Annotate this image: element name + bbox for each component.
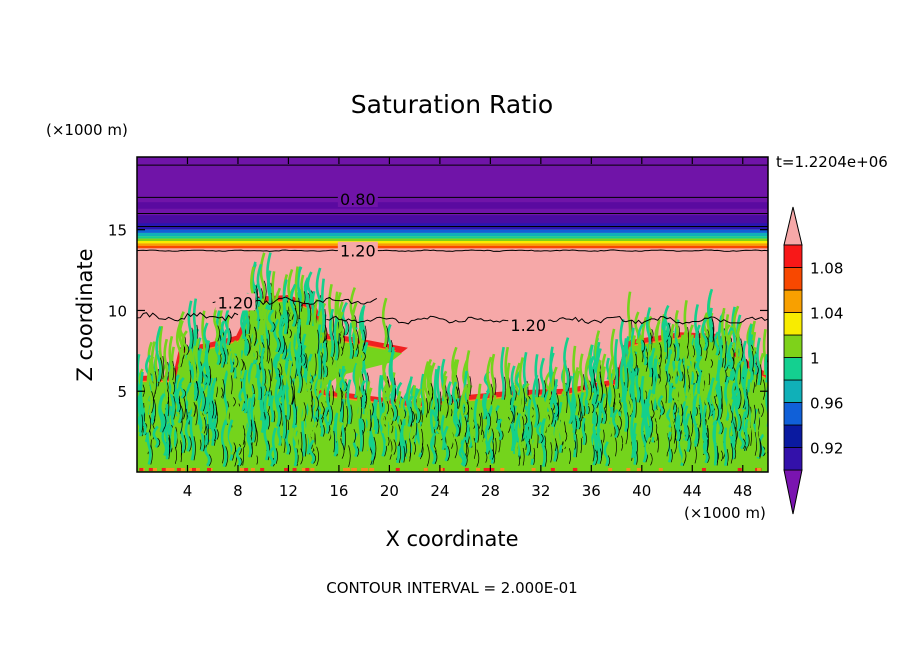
contour-label: 1.20 — [510, 316, 546, 335]
x-tick-label: 48 — [733, 482, 752, 500]
chart-title: Saturation Ratio — [351, 90, 553, 119]
contour-interval-note: CONTOUR INTERVAL = 2.000E-01 — [326, 579, 577, 597]
x-tick-label: 8 — [233, 482, 243, 500]
colorbar-under-arrow — [783, 469, 803, 515]
contour-label-bg — [337, 190, 378, 207]
colorbar-over-arrow — [783, 206, 803, 246]
x-tick-label: 28 — [481, 482, 500, 500]
y-axis-ticks: 5 10 15 — [108, 222, 768, 401]
colorbar-segment — [783, 244, 803, 268]
colorbar-segment — [783, 379, 803, 403]
colorbar-segment — [783, 357, 803, 381]
dry-layer-band — [137, 245, 768, 249]
plot-area — [137, 157, 768, 472]
contour-label: 1.20 — [218, 293, 254, 312]
x-tick-label: 20 — [380, 482, 399, 500]
colorbar-tick-label: 1.08 — [810, 260, 843, 278]
x-axis-label: X coordinate — [385, 527, 518, 551]
colorbar-segment — [783, 267, 803, 291]
colorbar-tick-label: 0.96 — [810, 395, 843, 413]
dry-layer-band — [137, 243, 768, 246]
y-tick-label: 15 — [108, 222, 127, 240]
dry-layer-band — [137, 229, 768, 233]
x-tick-label: 4 — [183, 482, 193, 500]
x-tick-label: 40 — [632, 482, 651, 500]
x-axis-ticks: 4 8 12 16 20 24 28 32 36 40 44 48 — [183, 157, 752, 500]
x-tick-label: 36 — [582, 482, 601, 500]
contour-label-bg — [215, 293, 256, 311]
dry-layer-band — [137, 241, 768, 244]
contour-label-bg — [337, 241, 378, 259]
time-label: t=1.2204e+06 — [776, 153, 888, 171]
x-axis-unit: (×1000 m) — [684, 504, 766, 522]
dry-layer-band — [137, 238, 768, 241]
colorbar-segment — [783, 447, 803, 471]
x-tick-label: 44 — [683, 482, 702, 500]
colorbar-segment — [783, 312, 803, 336]
y-tick-label: 10 — [108, 302, 127, 320]
colorbar-tick-label: 1 — [810, 350, 820, 368]
contour-label-bg — [508, 316, 549, 333]
colorbar-segment — [783, 424, 803, 448]
dry-layer-band — [137, 202, 768, 209]
colorbar-tick-label: 1.04 — [810, 305, 843, 323]
colorbar-segment — [783, 289, 803, 313]
x-tick-label: 32 — [531, 482, 550, 500]
x-tick-label: 12 — [279, 482, 298, 500]
x-tick-label: 16 — [329, 482, 348, 500]
dry-layer-band — [137, 232, 768, 237]
cloud-texture — [137, 252, 768, 471]
x-tick-label: 24 — [430, 482, 449, 500]
colorbar: 0.92 0.96 1 1.04 1.08 — [783, 206, 843, 515]
colorbar-tick-label: 0.92 — [810, 440, 843, 458]
dry-layer-band — [137, 236, 768, 239]
colorbar-segment — [783, 334, 803, 358]
contour-labels: 0.80 1.20 1.20 1.20 — [215, 190, 549, 335]
plot-frame — [136, 156, 769, 473]
contour-label: 1.20 — [340, 242, 376, 261]
y-axis-unit: (×1000 m) — [46, 121, 128, 139]
y-axis-label: Z coordinate — [73, 248, 97, 381]
contour-line — [137, 312, 239, 322]
contour-line — [137, 249, 768, 253]
contour-label: 0.80 — [340, 190, 376, 209]
colorbar-segment — [783, 402, 803, 426]
y-tick-label: 5 — [117, 383, 127, 401]
dry-layer-band — [137, 157, 768, 224]
